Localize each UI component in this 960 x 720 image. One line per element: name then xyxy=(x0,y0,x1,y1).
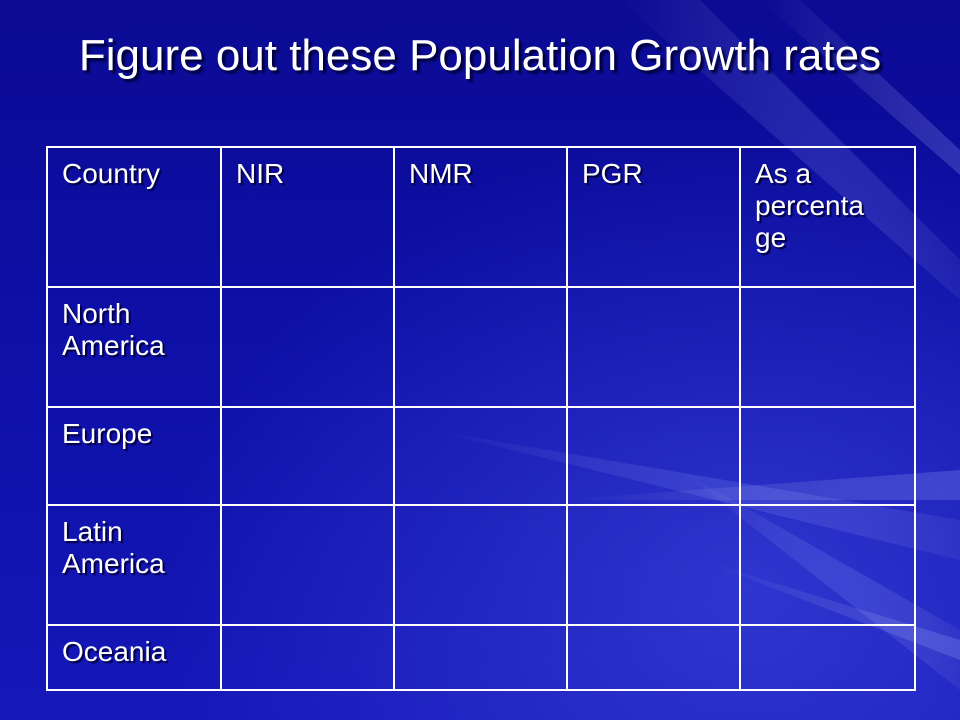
nmr-cell xyxy=(393,286,568,408)
nmr-cell xyxy=(393,406,568,506)
population-table: Country NIR NMR PGR As a percenta ge Nor… xyxy=(46,146,916,691)
country-cell: North America xyxy=(46,286,222,408)
pgr-cell xyxy=(566,286,741,408)
table-row: Europe xyxy=(46,406,916,506)
percentage-cell xyxy=(739,504,916,626)
header-cell-nmr: NMR xyxy=(393,146,568,288)
table-row: Oceania xyxy=(46,624,916,691)
nmr-cell xyxy=(393,504,568,626)
table-row: North America xyxy=(46,286,916,408)
slide-title: Figure out these Population Growth rates xyxy=(78,31,882,80)
beam xyxy=(760,0,960,175)
table-header-row: Country NIR NMR PGR As a percenta ge xyxy=(46,146,916,288)
percentage-cell xyxy=(739,286,916,408)
nmr-cell xyxy=(393,624,568,691)
country-cell: Oceania xyxy=(46,624,222,691)
header-cell-country: Country xyxy=(46,146,222,288)
header-cell-percentage: As a percenta ge xyxy=(739,146,916,288)
pgr-cell xyxy=(566,504,741,626)
nir-cell xyxy=(220,406,395,506)
header-cell-nir: NIR xyxy=(220,146,395,288)
country-cell: Europe xyxy=(46,406,222,506)
pgr-cell xyxy=(566,624,741,691)
table-row: Latin America xyxy=(46,504,916,626)
percentage-cell xyxy=(739,406,916,506)
header-cell-pgr: PGR xyxy=(566,146,741,288)
nir-cell xyxy=(220,624,395,691)
country-cell: Latin America xyxy=(46,504,222,626)
percentage-cell xyxy=(739,624,916,691)
pgr-cell xyxy=(566,406,741,506)
nir-cell xyxy=(220,286,395,408)
nir-cell xyxy=(220,504,395,626)
